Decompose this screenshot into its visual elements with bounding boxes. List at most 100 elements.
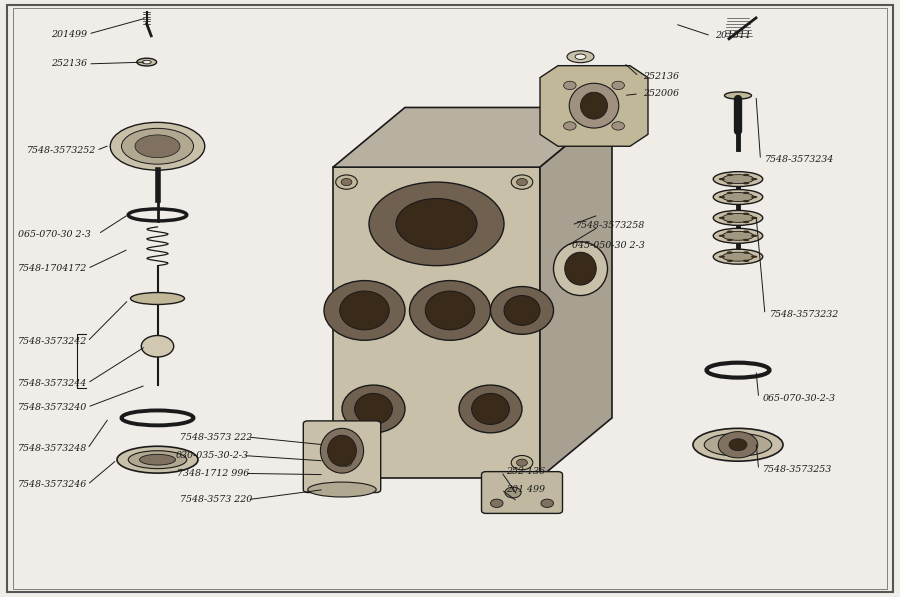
Ellipse shape (713, 229, 763, 244)
Ellipse shape (137, 58, 157, 66)
Circle shape (341, 459, 352, 466)
Ellipse shape (751, 217, 757, 219)
Ellipse shape (742, 174, 749, 176)
Ellipse shape (718, 178, 724, 180)
Ellipse shape (713, 250, 763, 264)
Text: ЭX: ЭX (366, 257, 534, 364)
Ellipse shape (459, 385, 522, 433)
Ellipse shape (713, 172, 763, 186)
Ellipse shape (128, 451, 187, 469)
Circle shape (517, 179, 527, 186)
Ellipse shape (472, 393, 509, 424)
Ellipse shape (718, 217, 724, 219)
Ellipse shape (751, 235, 757, 237)
Circle shape (511, 175, 533, 189)
Circle shape (491, 499, 503, 507)
Ellipse shape (320, 429, 364, 473)
Ellipse shape (742, 192, 749, 194)
Ellipse shape (324, 281, 405, 340)
Text: 7548-3573242: 7548-3573242 (18, 337, 87, 346)
Ellipse shape (580, 92, 608, 119)
Ellipse shape (727, 182, 734, 184)
Circle shape (729, 439, 747, 451)
Ellipse shape (722, 192, 754, 202)
Text: 7548-3573258: 7548-3573258 (576, 220, 645, 230)
Ellipse shape (491, 287, 554, 334)
Ellipse shape (410, 281, 490, 340)
Circle shape (341, 179, 352, 186)
Polygon shape (540, 107, 612, 478)
Ellipse shape (727, 239, 734, 241)
Ellipse shape (724, 92, 751, 99)
Ellipse shape (704, 433, 772, 456)
Ellipse shape (727, 251, 734, 254)
Text: 7548-3573240: 7548-3573240 (18, 402, 87, 412)
Ellipse shape (742, 260, 749, 262)
Ellipse shape (342, 385, 405, 433)
Ellipse shape (328, 435, 356, 466)
FancyBboxPatch shape (482, 472, 562, 513)
Ellipse shape (554, 242, 608, 296)
Ellipse shape (722, 252, 754, 261)
Ellipse shape (742, 239, 749, 241)
Ellipse shape (369, 182, 504, 266)
Ellipse shape (425, 291, 475, 330)
Text: 045-050-30 2-3: 045-050-30 2-3 (572, 241, 644, 251)
Text: 7548-3573246: 7548-3573246 (18, 480, 87, 490)
Text: 030-035-30-2-3: 030-035-30-2-3 (176, 451, 248, 460)
Text: 252006: 252006 (644, 89, 680, 99)
Text: 7348-1712 996: 7348-1712 996 (177, 469, 249, 478)
Ellipse shape (727, 200, 734, 202)
Ellipse shape (751, 196, 757, 198)
Ellipse shape (142, 60, 151, 64)
Text: 7548-3573253: 7548-3573253 (763, 465, 832, 475)
Circle shape (541, 499, 554, 507)
Ellipse shape (693, 429, 783, 461)
Ellipse shape (727, 192, 734, 194)
Text: 7548-3573232: 7548-3573232 (770, 310, 839, 319)
Ellipse shape (340, 291, 389, 330)
Text: 065-070-30-2-3: 065-070-30-2-3 (763, 393, 836, 403)
Ellipse shape (722, 213, 754, 222)
FancyBboxPatch shape (303, 421, 381, 493)
Ellipse shape (742, 200, 749, 202)
Ellipse shape (569, 84, 619, 128)
Ellipse shape (751, 178, 757, 180)
Ellipse shape (727, 260, 734, 262)
Ellipse shape (742, 221, 749, 223)
Circle shape (336, 175, 357, 189)
Ellipse shape (122, 128, 194, 164)
Ellipse shape (565, 252, 596, 285)
Circle shape (141, 336, 174, 357)
Text: 7548-3573 222: 7548-3573 222 (180, 432, 252, 442)
Ellipse shape (727, 230, 734, 233)
Ellipse shape (718, 235, 724, 237)
Ellipse shape (117, 447, 198, 473)
Circle shape (517, 459, 527, 466)
Text: 201511: 201511 (716, 31, 751, 41)
Ellipse shape (742, 182, 749, 184)
Polygon shape (333, 167, 540, 478)
Text: 7548-3573234: 7548-3573234 (765, 155, 834, 165)
Ellipse shape (718, 256, 724, 258)
Ellipse shape (742, 251, 749, 254)
Ellipse shape (742, 213, 749, 215)
Text: 7548-1704172: 7548-1704172 (18, 264, 87, 273)
Ellipse shape (727, 174, 734, 176)
Ellipse shape (140, 454, 176, 465)
Text: 7548-3573244: 7548-3573244 (18, 378, 87, 388)
Text: 7548-3573248: 7548-3573248 (18, 444, 87, 454)
Ellipse shape (713, 211, 763, 225)
Circle shape (612, 122, 625, 130)
Ellipse shape (110, 122, 205, 170)
Polygon shape (540, 66, 648, 146)
Text: 252136: 252136 (644, 72, 680, 81)
Circle shape (505, 487, 521, 498)
Ellipse shape (308, 482, 376, 497)
Ellipse shape (718, 196, 724, 198)
Ellipse shape (396, 198, 477, 250)
Circle shape (563, 122, 576, 130)
Circle shape (718, 432, 758, 458)
Ellipse shape (567, 51, 594, 63)
Ellipse shape (504, 296, 540, 325)
